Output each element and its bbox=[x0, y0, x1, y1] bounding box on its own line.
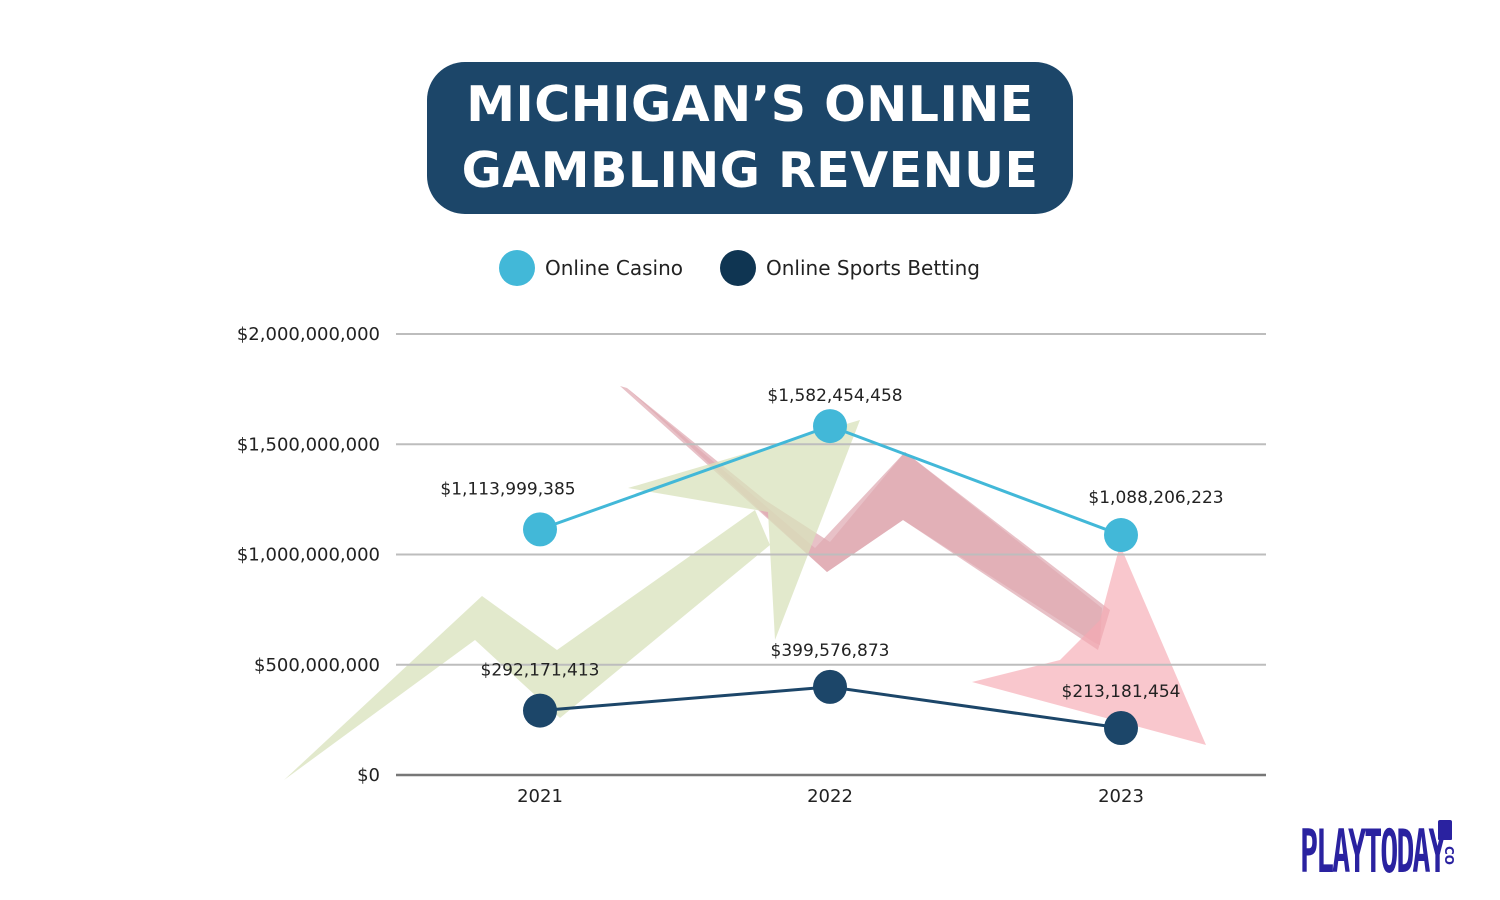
y-tick-label: $1,000,000,000 bbox=[237, 545, 380, 566]
title-line-2: GAMBLING REVENUE bbox=[461, 142, 1039, 199]
x-axis: 2021 2022 2023 bbox=[517, 786, 1144, 807]
x-tick-label: 2022 bbox=[807, 786, 853, 807]
logo-wordmark: PLAYTODAY bbox=[1300, 818, 1447, 888]
y-tick-label: $1,500,000,000 bbox=[237, 434, 380, 455]
data-point bbox=[1104, 710, 1138, 745]
y-tick-label: $500,000,000 bbox=[254, 655, 380, 676]
title-line-1: MICHIGAN’S ONLINE bbox=[466, 76, 1034, 133]
y-tick-label: $2,000,000,000 bbox=[237, 324, 380, 345]
data-label: $1,582,454,458 bbox=[767, 386, 902, 406]
data-label: $213,181,454 bbox=[1062, 682, 1181, 702]
legend-label-online-sports-betting: Online Sports Betting bbox=[766, 256, 980, 280]
logo-suffix: CO bbox=[1442, 846, 1456, 866]
up-arrow-decoration bbox=[284, 510, 770, 780]
data-label: $1,088,206,223 bbox=[1088, 488, 1223, 508]
data-point bbox=[813, 669, 847, 704]
series-online-sports-betting: $292,171,413 $399,576,873 $213,181,454 bbox=[481, 641, 1181, 745]
data-point bbox=[523, 693, 557, 728]
down-arrow-decoration bbox=[627, 388, 1110, 650]
chart-title: MICHIGAN’S ONLINE GAMBLING REVENUE bbox=[427, 62, 1073, 214]
data-label: $1,113,999,385 bbox=[440, 479, 575, 499]
data-point bbox=[1104, 518, 1138, 553]
top-hat-icon bbox=[1438, 820, 1452, 840]
x-tick-label: 2021 bbox=[517, 786, 563, 807]
data-label: $292,171,413 bbox=[481, 661, 600, 681]
legend-item-online-casino: Online Casino bbox=[499, 250, 683, 286]
gridlines bbox=[396, 333, 1266, 777]
x-tick-label: 2023 bbox=[1098, 786, 1144, 807]
data-point bbox=[813, 409, 847, 444]
legend-label-online-casino: Online Casino bbox=[545, 256, 683, 280]
data-point bbox=[523, 512, 557, 547]
series-layer: $1,113,999,385 $1,582,454,458 $1,088,206,2… bbox=[440, 386, 1224, 745]
down-arrow-head-decoration bbox=[972, 545, 1206, 745]
y-tick-label: $0 bbox=[357, 765, 380, 786]
data-label: $399,576,873 bbox=[771, 641, 890, 661]
up-arrow-head-decoration bbox=[628, 420, 860, 640]
series-online-casino: $1,113,999,385 $1,582,454,458 $1,088,206,2… bbox=[440, 386, 1224, 553]
legend-swatch-online-sports-betting bbox=[720, 250, 756, 286]
legend-item-online-sports-betting: Online Sports Betting bbox=[720, 250, 980, 286]
y-axis: $0 $500,000,000 $1,000,000,000 $1,500,000,0… bbox=[237, 324, 380, 786]
legend-swatch-online-casino bbox=[499, 250, 535, 286]
playtoday-logo: PLAYTODAY CO bbox=[1300, 818, 1460, 888]
decorative-arrows bbox=[284, 386, 1206, 780]
